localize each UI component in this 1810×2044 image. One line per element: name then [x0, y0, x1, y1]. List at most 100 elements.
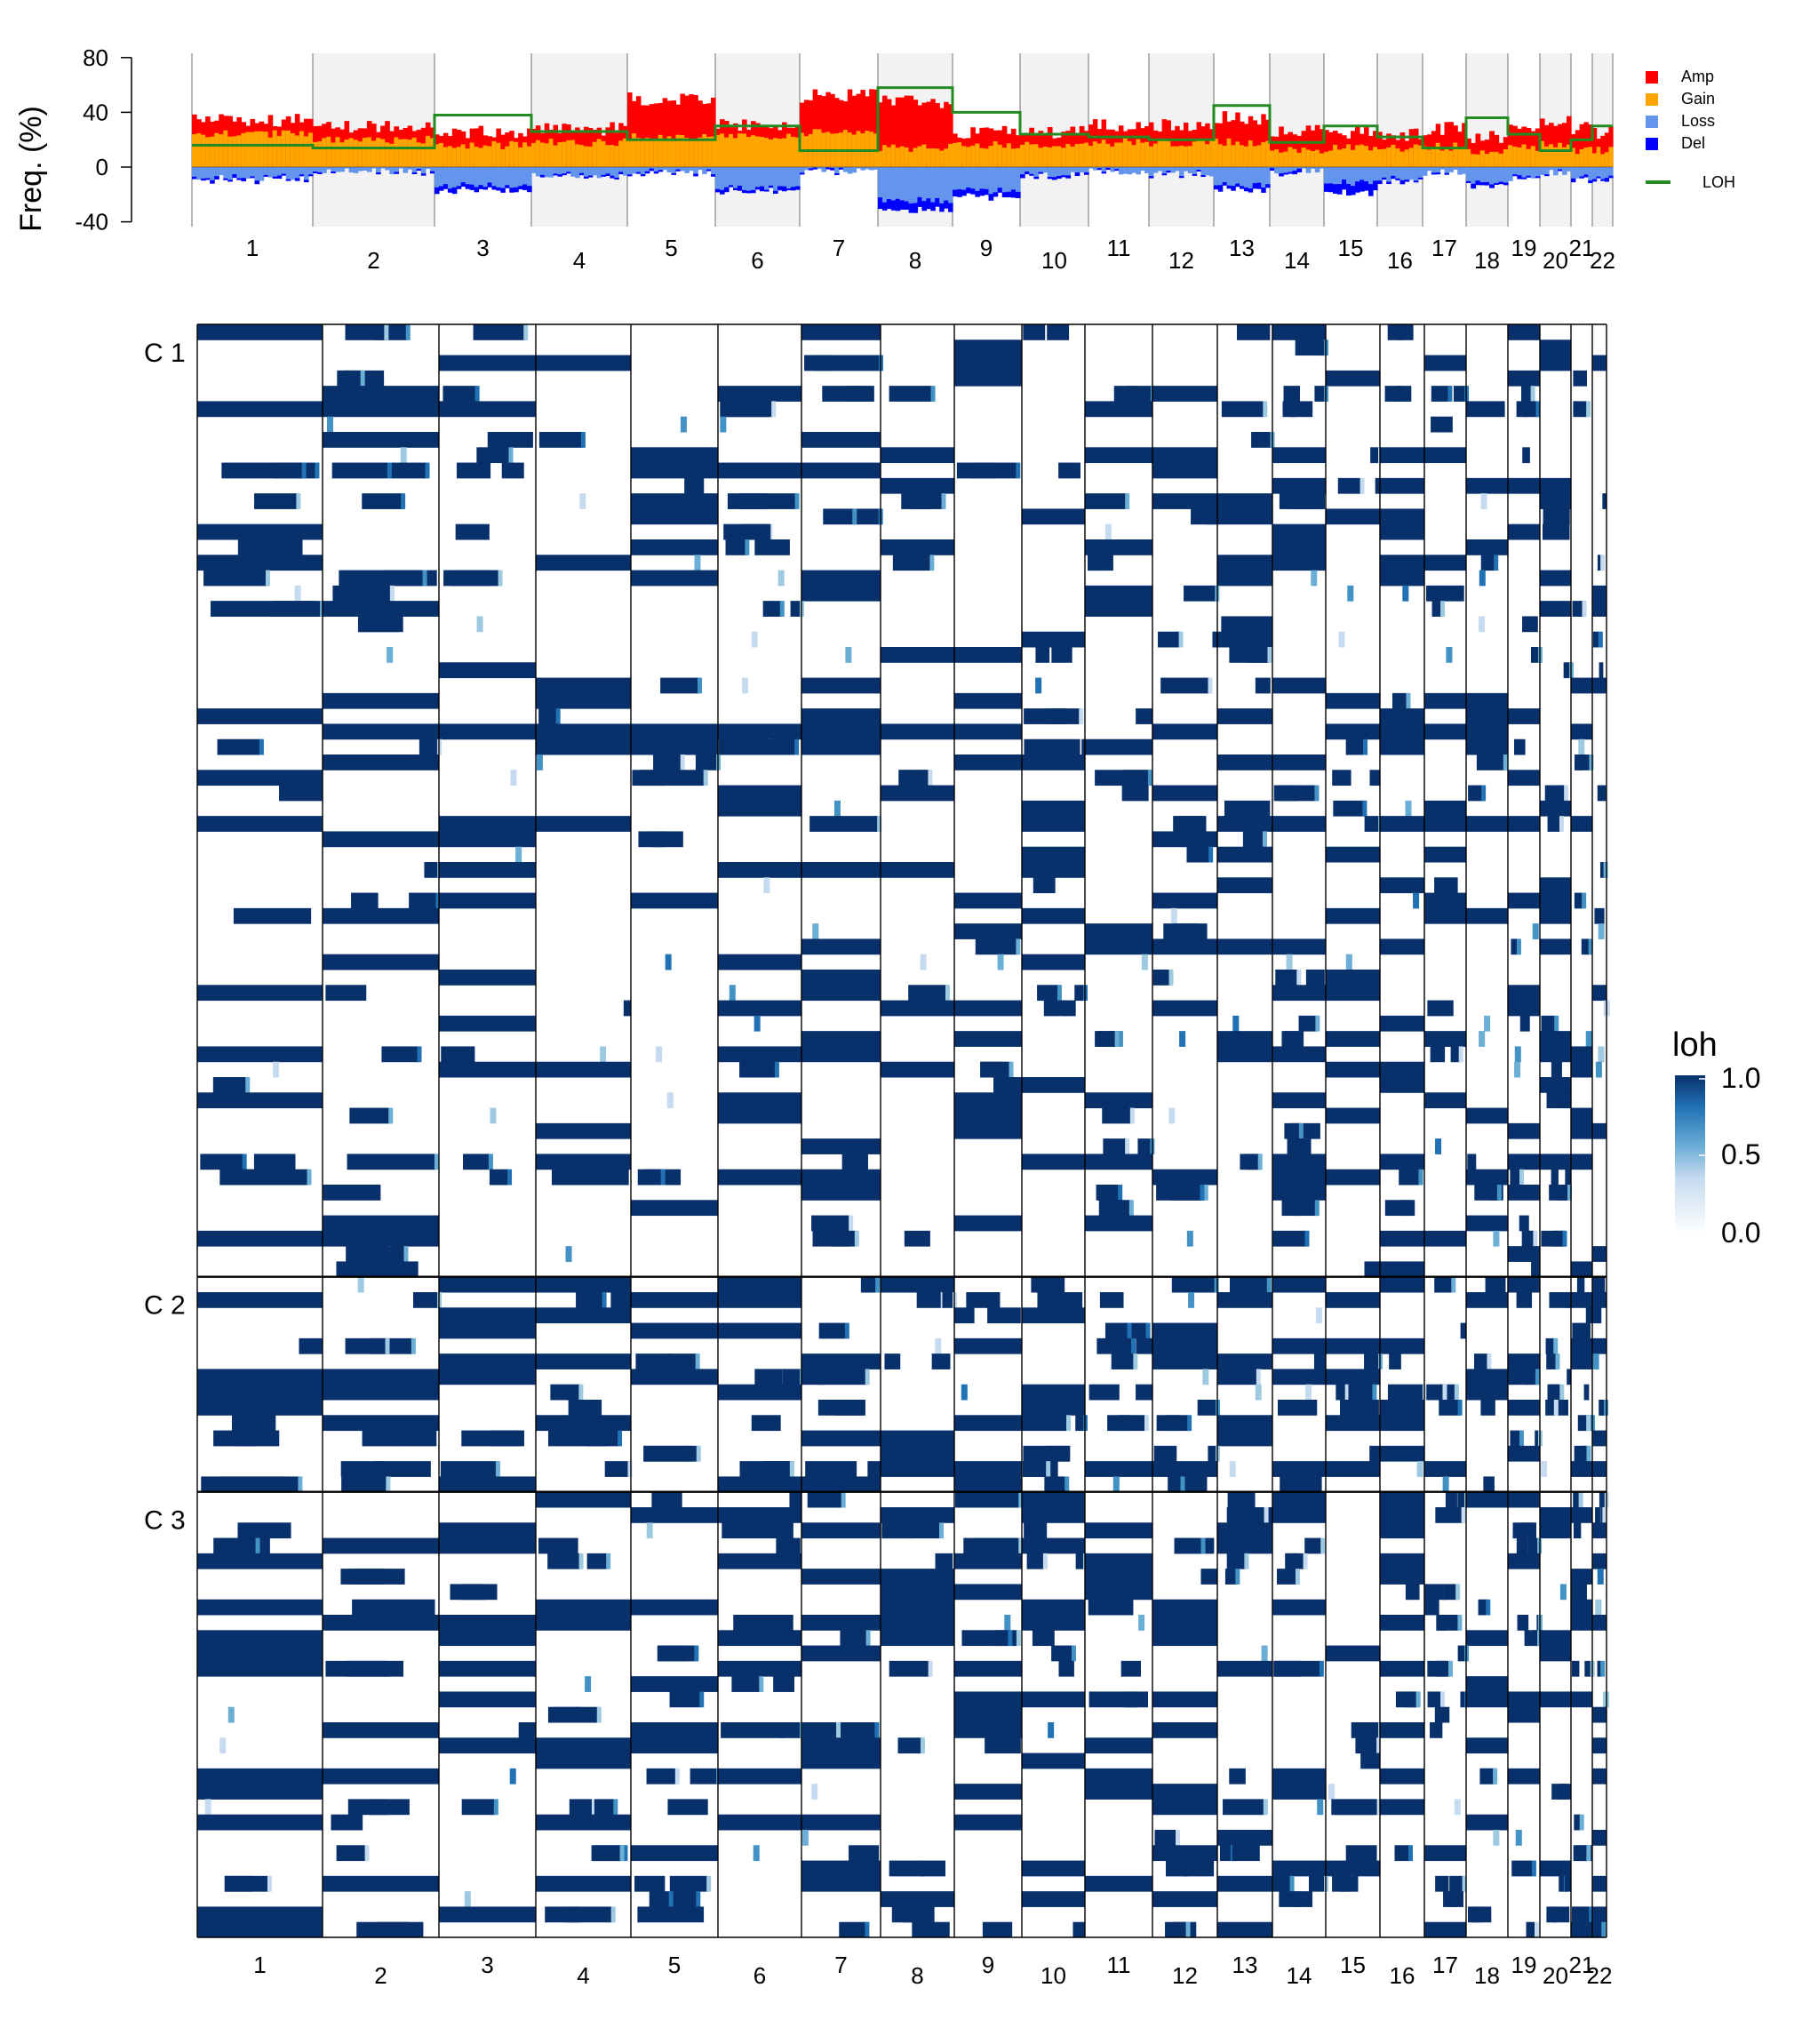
loh-cell-partial	[742, 677, 749, 694]
loss-bar	[1604, 167, 1609, 180]
loh-cell	[773, 1676, 794, 1692]
legend-swatch-amp	[1646, 71, 1658, 84]
loh-cell	[1273, 1660, 1301, 1677]
loh-cell	[439, 892, 536, 909]
amp-bar	[834, 98, 840, 167]
loh-cell	[881, 447, 954, 464]
loss-bar	[1074, 167, 1080, 173]
loss-bar	[1226, 167, 1232, 187]
loss-bar	[1070, 167, 1076, 172]
loh-cell	[980, 1061, 1011, 1078]
del-bar	[1498, 181, 1504, 185]
loh-cell	[440, 1461, 498, 1477]
gain-bar	[684, 138, 690, 167]
loh-cell	[1224, 800, 1271, 817]
loh-cell-partial	[1479, 570, 1486, 587]
loh-cell	[1096, 1185, 1120, 1201]
loh-cell	[1547, 1384, 1559, 1401]
loh-cell-partial	[417, 1046, 422, 1063]
loh-cell	[881, 647, 954, 663]
y-tick-label: 0	[96, 154, 108, 180]
loss-bar	[317, 167, 323, 173]
loh-cell	[1275, 970, 1299, 986]
amp-bar	[1314, 124, 1320, 167]
loh-cell	[1460, 1322, 1466, 1339]
loh-cell	[1599, 862, 1606, 878]
gain-bar	[443, 147, 449, 167]
loh-cell	[536, 723, 631, 740]
del-bar	[935, 197, 940, 207]
amp-bar	[821, 96, 826, 167]
loh-cell	[439, 1630, 536, 1647]
loh-cell	[718, 1660, 801, 1677]
chromosome-label-16: 16	[1387, 247, 1413, 274]
loh-cell	[1136, 1337, 1152, 1354]
del-bar	[1200, 175, 1206, 178]
loss-bar	[1231, 167, 1236, 188]
loh-cell	[1571, 1122, 1592, 1139]
loss-bar	[366, 167, 372, 172]
del-bar	[1083, 172, 1089, 175]
loh-cell-partial	[1141, 954, 1148, 970]
loh-cell	[1158, 631, 1181, 648]
loss-bar	[817, 167, 823, 170]
gain-bar	[1192, 141, 1198, 167]
gain-bar	[702, 133, 707, 167]
del-bar	[214, 176, 219, 180]
loh-cell	[762, 601, 782, 617]
amp-bar	[666, 100, 673, 167]
loh-cell	[653, 755, 682, 770]
loh-cell-partial	[852, 508, 857, 525]
gain-bar	[698, 137, 703, 167]
loh-cell	[1427, 1000, 1454, 1017]
loh-cell	[1022, 907, 1085, 924]
loh-cell-partial	[1347, 585, 1354, 602]
loh-cell-partial	[1319, 1660, 1324, 1677]
loh-cell	[1121, 785, 1149, 802]
del-bar	[953, 189, 958, 197]
loh-cell	[1364, 1353, 1380, 1369]
del-bar	[601, 174, 607, 177]
loss-bar	[1466, 167, 1471, 182]
loss-bar	[614, 167, 619, 179]
loh-cell-partial	[1009, 1061, 1014, 1078]
loh-cell-partial	[386, 1476, 391, 1493]
loh-cell	[1062, 1000, 1076, 1017]
loh-cell	[1592, 585, 1607, 602]
gain-bar	[1351, 149, 1356, 167]
loh-cell	[1571, 1615, 1592, 1631]
loh-cell	[1597, 1660, 1603, 1677]
loh-cell	[323, 432, 439, 448]
loh-cell	[331, 1814, 363, 1831]
loh-cell	[801, 1737, 881, 1754]
loh-cell	[1085, 1584, 1152, 1601]
gain-bar	[1435, 142, 1441, 167]
loh-cell	[1511, 1860, 1523, 1877]
loh-cell	[881, 1000, 954, 1017]
loh-cell-partial	[579, 493, 586, 509]
gain-bar	[223, 130, 228, 167]
loss-bar	[1175, 167, 1180, 172]
heatmap-chromosome-label-10: 10	[1041, 1962, 1066, 1989]
loss-bar	[1423, 167, 1428, 176]
loh-cell-partial	[536, 755, 543, 770]
loss-bar	[1033, 167, 1040, 178]
loh-cell-partial	[1261, 1645, 1268, 1662]
gain-bar	[496, 142, 501, 167]
loh-cell	[323, 954, 439, 970]
loh-cell	[718, 1292, 801, 1308]
loh-cell	[1592, 1276, 1605, 1293]
del-bar	[1248, 188, 1254, 193]
del-bar	[733, 188, 738, 191]
loh-cell	[881, 862, 954, 878]
del-bar	[800, 172, 805, 175]
loh-cell	[197, 1292, 323, 1308]
loh-cell	[718, 1276, 801, 1293]
loh-cell	[1540, 355, 1571, 371]
amp-bar	[830, 93, 835, 167]
loss-bar	[997, 167, 1003, 189]
loh-cell	[1087, 555, 1106, 571]
loh-cell-partial	[1042, 1553, 1048, 1569]
loh-cell	[955, 1491, 1021, 1508]
